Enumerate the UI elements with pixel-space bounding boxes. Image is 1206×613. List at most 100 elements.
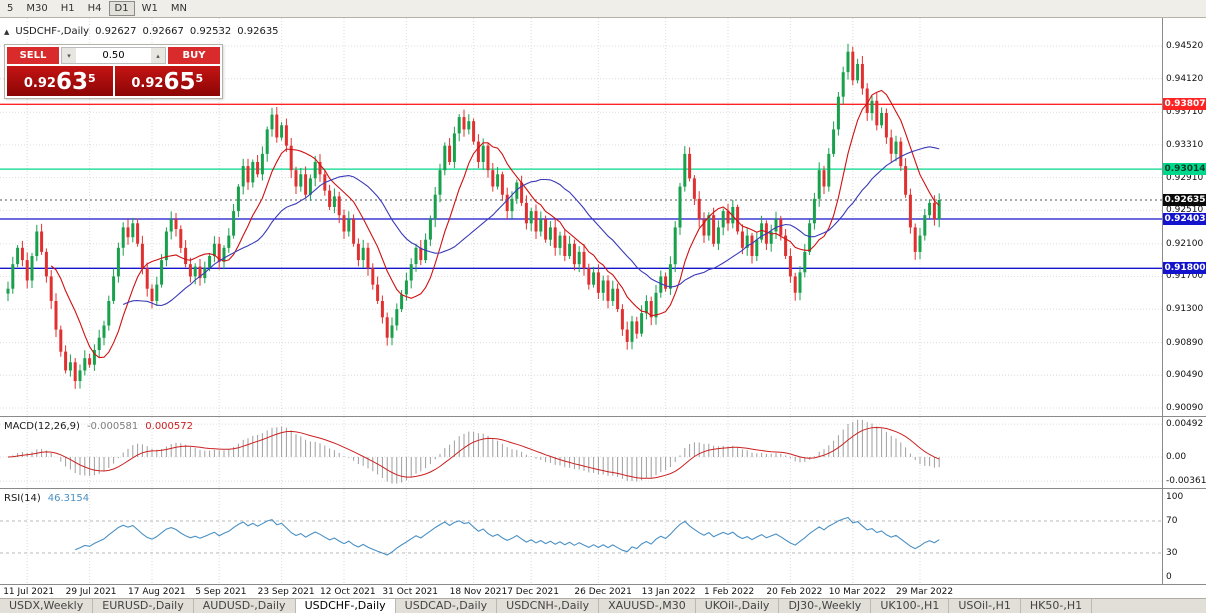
buy-price-base: 0.92 (131, 76, 164, 91)
buy-button[interactable]: BUY (168, 47, 220, 64)
chart-tab[interactable]: UKOil-,Daily (696, 599, 780, 613)
level-price-tag: 0.93807 (1163, 98, 1206, 111)
price-tick-label: 0.90890 (1166, 337, 1204, 348)
date-label: 26 Dec 2021 (574, 587, 632, 597)
price-tick-label: 0.94120 (1166, 73, 1204, 84)
rsi-scale-label: 0 (1166, 572, 1172, 582)
rsi-panel: 100 70 30 0 RSI(14) 46.3154 (0, 488, 1206, 584)
macd-panel: 0.00492 0.00 -0.00361 MACD(12,26,9) -0.000… (0, 416, 1206, 488)
price-tick-label: 0.93310 (1166, 139, 1204, 150)
volume-input[interactable] (76, 48, 151, 63)
timeframe-button-5[interactable]: 5 (1, 1, 19, 16)
level-price-tag: 0.91800 (1163, 262, 1206, 275)
main-chart-panel: 0.94520 0.94120 0.93710 0.93310 0.92910 0.925… (0, 18, 1206, 416)
chart-tab[interactable]: UK100-,H1 (871, 599, 950, 613)
level-price-tag: 0.92403 (1163, 212, 1206, 225)
date-label: 20 Feb 2022 (766, 587, 823, 597)
time-axis: 11 Jul 2021 29 Jul 2021 17 Aug 2021 5 Sep 2… (0, 584, 1206, 598)
price-tick-label: 0.91300 (1166, 304, 1204, 315)
date-label: 1 Feb 2022 (704, 587, 755, 597)
level-price-tag: 0.93014 (1163, 163, 1206, 176)
chart-tab-bar: USDX,Weekly EURUSD-,Daily AUDUSD-,Daily USD… (0, 598, 1206, 613)
rsi-scale-label: 100 (1166, 492, 1184, 502)
timeframe-button-m30[interactable]: M30 (20, 1, 53, 16)
quote-high: 0.92667 (142, 26, 184, 37)
volume-control: ▾ ▴ (61, 47, 166, 64)
date-label: 29 Mar 2022 (896, 587, 954, 597)
macd-header: MACD(12,26,9) -0.000581 0.000572 (4, 421, 193, 432)
rsi-scale-label: 70 (1166, 516, 1178, 526)
sell-price-point: 5 (87, 72, 96, 85)
macd-scale-label: -0.00361 (1166, 476, 1206, 487)
sell-price-pips: 63 (55, 69, 88, 95)
chart-tab[interactable]: USDCAD-,Daily (396, 599, 498, 613)
date-label: 13 Jan 2022 (641, 587, 696, 597)
price-tick-label: 0.92100 (1166, 238, 1204, 249)
date-label: 17 Aug 2021 (128, 587, 186, 597)
rsi-name: RSI(14) (4, 493, 41, 504)
volume-increase-button[interactable]: ▴ (151, 48, 165, 63)
price-tick-label: 0.91700 (1166, 271, 1204, 282)
date-label: 31 Oct 2021 (382, 587, 439, 597)
timeframe-button-d1[interactable]: D1 (108, 1, 135, 16)
date-label: 10 Mar 2022 (828, 587, 886, 597)
buy-price-pips: 65 (163, 69, 196, 95)
buy-price-display[interactable]: 0.92 65 5 (114, 66, 220, 96)
timeframe-button-mn[interactable]: MN (165, 1, 193, 16)
date-label: 29 Jul 2021 (65, 587, 117, 597)
timeframe-button-h4[interactable]: H4 (82, 1, 108, 16)
macd-scale-label: 0.00492 (1166, 419, 1204, 430)
rsi-value: 46.3154 (47, 493, 90, 504)
chart-tab[interactable]: AUDUSD-,Daily (194, 599, 296, 613)
macd-name: MACD(12,26,9) (4, 421, 80, 432)
price-tick-label: 0.90090 (1166, 403, 1204, 413)
volume-decrease-button[interactable]: ▾ (62, 48, 76, 63)
chart-header: ▲ USDCHF-,Daily 0.92627 0.92667 0.92532 … (4, 26, 279, 37)
macd-value-2: 0.000572 (145, 421, 193, 432)
chart-tab[interactable]: HK50-,H1 (1021, 599, 1093, 613)
chart-tab[interactable]: USOil-,H1 (949, 599, 1021, 613)
price-axis: 0.94520 0.94120 0.93710 0.93310 0.92910 0.925… (1162, 18, 1206, 416)
price-tick-label: 0.92510 (1166, 205, 1204, 216)
date-label: 18 Nov 2021 (449, 587, 508, 597)
quote-close: 0.92635 (237, 26, 279, 37)
timeframe-button-h1[interactable]: H1 (55, 1, 81, 16)
rsi-indicator (0, 489, 1162, 584)
candlestick-chart[interactable] (0, 18, 1162, 416)
date-label: 12 Oct 2021 (320, 587, 376, 597)
current-price-tag: 0.92635 (1163, 194, 1206, 207)
chart-tab[interactable]: XAUUSD-,M30 (599, 599, 696, 613)
date-label: 7 Dec 2021 (507, 587, 559, 597)
rsi-header: RSI(14) 46.3154 (4, 493, 89, 504)
timeframe-button-w1[interactable]: W1 (136, 1, 164, 16)
chart-tab[interactable]: USDCHF-,Daily (295, 599, 396, 613)
timeframe-toolbar: 5 M30 H1 H4 D1 W1 MN (0, 0, 1206, 18)
macd-indicator (0, 417, 1162, 488)
sell-price-base: 0.92 (23, 76, 56, 91)
quote-low: 0.92532 (189, 26, 232, 37)
quote-open: 0.92627 (95, 26, 137, 37)
date-label: 23 Sep 2021 (257, 587, 315, 597)
rsi-axis: 100 70 30 0 (1162, 489, 1206, 584)
collapse-panel-icon[interactable]: ▲ (4, 27, 10, 36)
chart-tab[interactable]: USDX,Weekly (0, 599, 94, 613)
price-tick-label: 0.92910 (1166, 172, 1204, 183)
sell-button[interactable]: SELL (7, 47, 59, 64)
macd-scale-label: 0.00 (1166, 452, 1187, 462)
rsi-scale-label: 30 (1166, 548, 1178, 558)
chart-tab[interactable]: USDCNH-,Daily (497, 599, 600, 613)
sell-price-display[interactable]: 0.92 63 5 (7, 66, 113, 96)
chart-tab[interactable]: EURUSD-,Daily (93, 599, 194, 613)
macd-axis: 0.00492 0.00 -0.00361 (1162, 417, 1206, 488)
macd-value-1: -0.000581 (86, 421, 139, 432)
buy-price-point: 5 (195, 72, 204, 85)
price-tick-label: 0.90490 (1166, 370, 1204, 381)
chart-title: USDCHF-,Daily (15, 26, 90, 37)
date-label: 5 Sep 2021 (195, 587, 247, 597)
chart-tab[interactable]: DJ30-,Weekly (779, 599, 872, 613)
date-label: 11 Jul 2021 (3, 587, 55, 597)
price-tick-label: 0.94520 (1166, 41, 1204, 51)
price-tick-label: 0.93710 (1166, 107, 1204, 118)
